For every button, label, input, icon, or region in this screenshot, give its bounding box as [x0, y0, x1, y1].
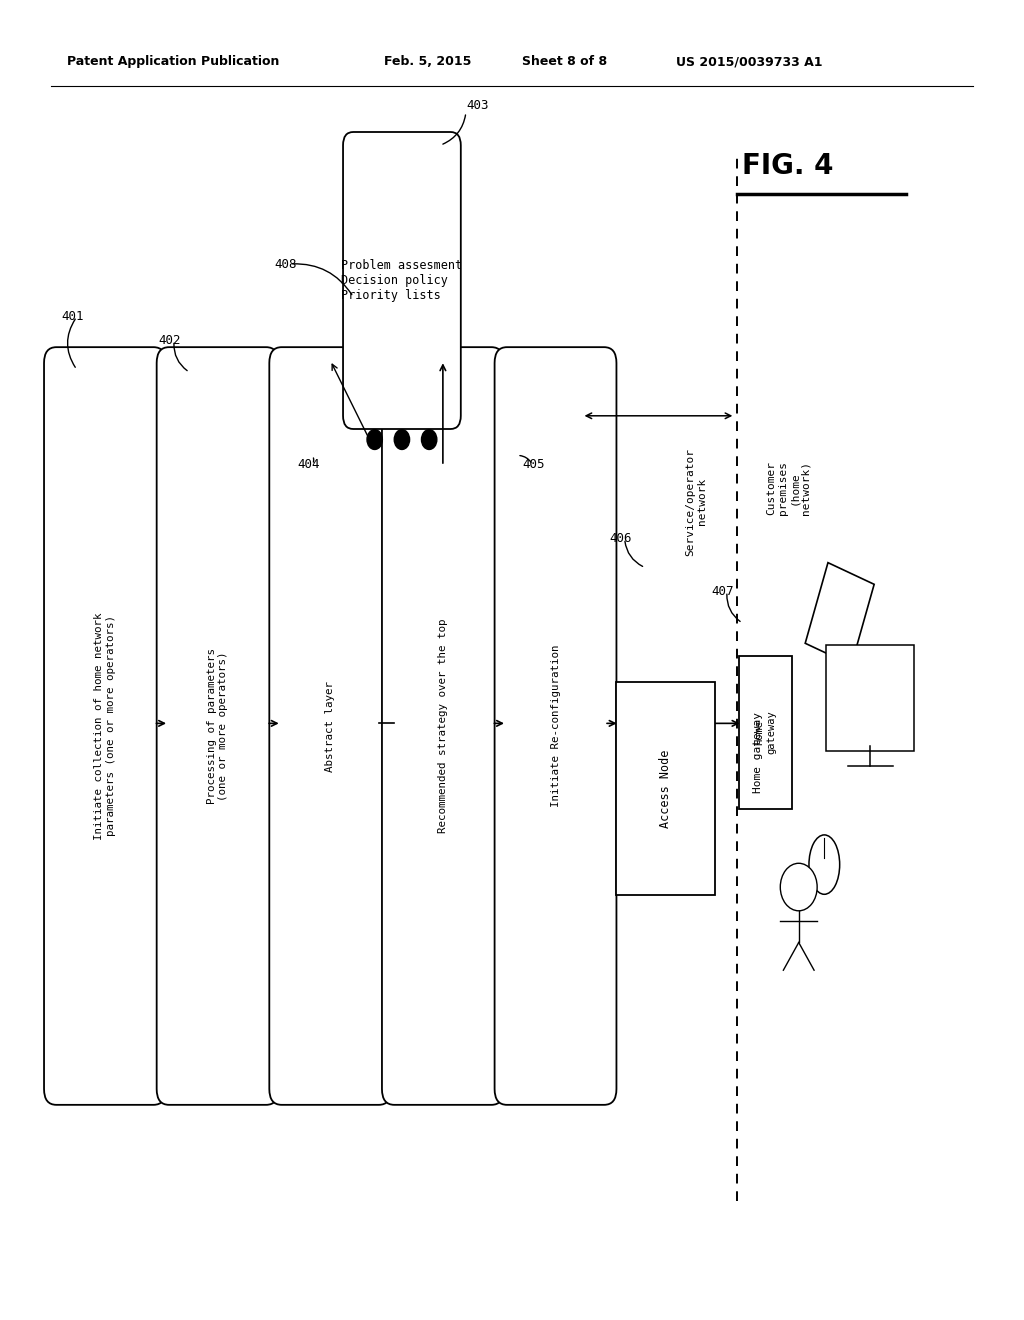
Text: 405: 405: [522, 458, 545, 471]
Text: Feb. 5, 2015: Feb. 5, 2015: [384, 55, 471, 69]
Circle shape: [394, 430, 410, 449]
Text: Recommended strategy over the top: Recommended strategy over the top: [438, 619, 447, 833]
Text: Sheet 8 of 8: Sheet 8 of 8: [522, 55, 607, 69]
Text: Access Node: Access Node: [659, 750, 672, 828]
Text: Initiate Re-configuration: Initiate Re-configuration: [551, 644, 560, 808]
Circle shape: [780, 863, 817, 911]
Text: Home
gateway: Home gateway: [755, 710, 776, 755]
Text: 408: 408: [274, 257, 297, 271]
Text: Abstract layer: Abstract layer: [326, 681, 335, 771]
Text: 402: 402: [159, 334, 181, 347]
Text: 403: 403: [466, 99, 488, 112]
Text: 404: 404: [297, 458, 319, 471]
FancyBboxPatch shape: [739, 656, 792, 809]
Text: Service/operator
network: Service/operator network: [685, 447, 708, 556]
Text: Home gateway: Home gateway: [753, 711, 763, 793]
FancyBboxPatch shape: [44, 347, 166, 1105]
FancyBboxPatch shape: [616, 682, 715, 895]
Text: 407: 407: [712, 585, 734, 598]
Text: 401: 401: [61, 310, 84, 323]
Circle shape: [422, 430, 437, 449]
FancyBboxPatch shape: [826, 645, 914, 751]
Text: Customer
premises
(home
network): Customer premises (home network): [766, 462, 811, 515]
Text: Initiate collection of home network
parameters (one or more operators): Initiate collection of home network para…: [94, 612, 116, 840]
Text: US 2015/0039733 A1: US 2015/0039733 A1: [676, 55, 822, 69]
Text: 406: 406: [609, 532, 632, 545]
Text: Patent Application Publication: Patent Application Publication: [67, 55, 279, 69]
Text: Processing of parameters
(one or more operators): Processing of parameters (one or more op…: [207, 648, 228, 804]
FancyBboxPatch shape: [382, 347, 504, 1105]
Text: Problem assesment
Decision policy
Priority lists: Problem assesment Decision policy Priori…: [341, 259, 463, 302]
FancyBboxPatch shape: [495, 347, 616, 1105]
FancyBboxPatch shape: [157, 347, 279, 1105]
Circle shape: [367, 430, 382, 449]
Text: FIG. 4: FIG. 4: [742, 152, 834, 180]
FancyBboxPatch shape: [269, 347, 391, 1105]
FancyBboxPatch shape: [343, 132, 461, 429]
